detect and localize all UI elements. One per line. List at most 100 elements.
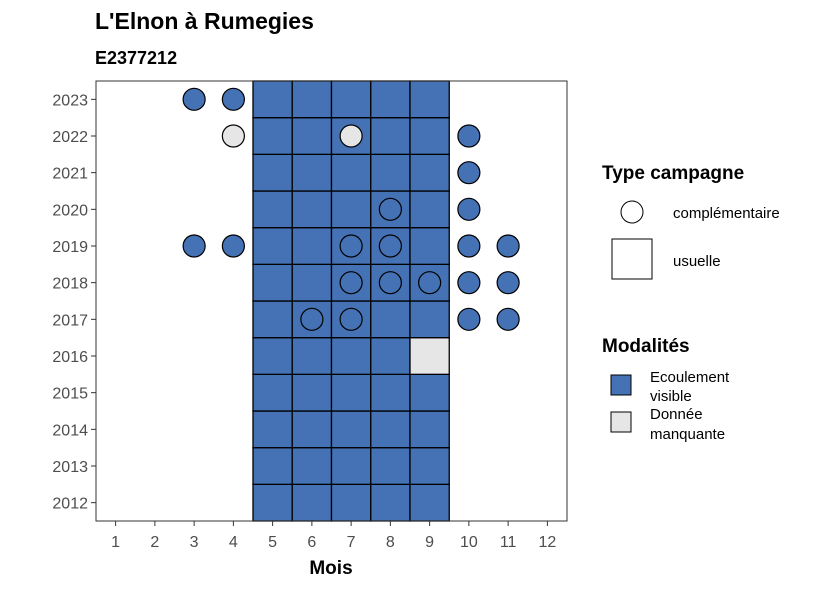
tile-2013-5-ecoulement-visible — [252, 447, 293, 485]
tile-2020-9-ecoulement-visible — [409, 190, 450, 229]
point-2017-11-ecoulement-visible — [496, 307, 520, 331]
x-tick-label-7: 7 — [347, 534, 356, 551]
tile-2020-7-ecoulement-visible — [330, 190, 372, 229]
legend-key-donnee-manquante — [610, 411, 632, 433]
tile-2018-6-ecoulement-visible — [291, 263, 333, 302]
point-2018-10-ecoulement-visible — [457, 271, 481, 295]
tile-2014-6-ecoulement-visible — [291, 410, 333, 449]
x-axis: 1 2 3 4 5 6 7 8 9 10 11 12 — [111, 521, 556, 551]
tile-2021-8-ecoulement-visible — [370, 153, 411, 192]
legend-modalites: Modalités Ecoulement visible Donnée manq… — [602, 336, 730, 443]
tile-2021-9-ecoulement-visible — [409, 153, 450, 192]
tile-2021-7-ecoulement-visible — [330, 153, 372, 192]
x-tick-label-11: 11 — [500, 534, 517, 551]
tile-2020-5-ecoulement-visible — [252, 190, 293, 229]
point-2019-11-ecoulement-visible — [496, 234, 520, 258]
legend-label-donnee-line2: manquante — [650, 426, 725, 443]
tile-2021-5-ecoulement-visible — [252, 153, 293, 192]
tile-2022-8-ecoulement-visible — [370, 117, 411, 155]
tile-2023-7-ecoulement-visible — [330, 80, 372, 119]
tile-2019-6-ecoulement-visible — [291, 227, 333, 265]
point-2019-4-ecoulement-visible — [221, 234, 245, 258]
y-tick-label-2016: 2016 — [52, 349, 88, 366]
x-tick-label-8: 8 — [386, 534, 395, 551]
tile-2022-9-ecoulement-visible — [409, 117, 450, 155]
y-tick-label-2015: 2015 — [52, 386, 88, 403]
tile-2012-6-ecoulement-visible — [291, 483, 333, 522]
tile-2013-8-ecoulement-visible — [370, 447, 411, 485]
y-tick-label-2022: 2022 — [52, 129, 88, 146]
tile-2013-9-ecoulement-visible — [409, 447, 450, 485]
x-axis-title: Mois — [309, 558, 352, 579]
legend-key-ecoulement-visible — [610, 374, 632, 396]
point-2018-8-ecoulement-visible — [378, 271, 402, 295]
y-tick-label-2013: 2013 — [52, 459, 88, 476]
point-2017-6-ecoulement-visible — [300, 307, 324, 331]
tile-2022-5-ecoulement-visible — [252, 117, 293, 155]
legend-type-circle-key — [620, 200, 644, 224]
point-2018-7-ecoulement-visible — [339, 271, 363, 295]
tile-2014-8-ecoulement-visible — [370, 410, 411, 449]
points-layer — [182, 87, 520, 331]
tile-2015-5-ecoulement-visible — [252, 373, 293, 412]
y-tick-label-2021: 2021 — [52, 166, 88, 183]
legend-type-title: Type campagne — [602, 163, 744, 184]
tile-2019-5-ecoulement-visible — [252, 227, 293, 265]
point-2017-7-ecoulement-visible — [339, 307, 363, 331]
tile-2013-7-ecoulement-visible — [330, 447, 372, 485]
legend-type-campagne: Type campagne complémentaire usuelle — [602, 163, 780, 280]
point-2022-7-donnee-manquante — [339, 124, 363, 148]
tile-2023-5-ecoulement-visible — [252, 80, 293, 119]
tile-2022-6-ecoulement-visible — [291, 117, 333, 155]
point-2020-8-ecoulement-visible — [378, 197, 402, 221]
x-tick-label-12: 12 — [538, 534, 556, 551]
tile-2016-5-ecoulement-visible — [252, 337, 293, 375]
tile-2013-6-ecoulement-visible — [291, 447, 333, 485]
tile-2015-7-ecoulement-visible — [330, 373, 372, 412]
point-2019-8-ecoulement-visible — [378, 234, 402, 258]
tile-2014-7-ecoulement-visible — [330, 410, 372, 449]
tile-2016-9-donnee-manquante — [409, 337, 450, 375]
y-tick-label-2018: 2018 — [52, 276, 88, 293]
tile-2017-5-ecoulement-visible — [252, 300, 293, 339]
tile-2018-5-ecoulement-visible — [252, 263, 293, 302]
tile-2016-8-ecoulement-visible — [370, 337, 411, 375]
chart-subtitle: E2377212 — [95, 48, 177, 68]
tile-2015-6-ecoulement-visible — [291, 373, 333, 412]
chart-title: L'Elnon à Rumegies — [95, 8, 314, 34]
point-2021-10-ecoulement-visible — [457, 161, 481, 185]
point-2018-9-ecoulement-visible — [418, 271, 442, 295]
legend-label-ecoulement-line2: visible — [650, 388, 692, 405]
x-tick-label-1: 1 — [111, 534, 120, 551]
legend-label-donnee-line1: Donnée — [650, 406, 703, 423]
tile-2023-6-ecoulement-visible — [291, 80, 333, 119]
x-tick-label-6: 6 — [307, 534, 316, 551]
x-tick-label-4: 4 — [229, 534, 238, 551]
point-2023-3-ecoulement-visible — [182, 87, 206, 111]
point-2023-4-ecoulement-visible — [221, 87, 245, 111]
tile-2021-6-ecoulement-visible — [291, 153, 333, 192]
tile-2015-8-ecoulement-visible — [370, 373, 411, 412]
y-tick-label-2014: 2014 — [52, 422, 88, 439]
tile-2014-9-ecoulement-visible — [409, 410, 450, 449]
legend-label-ecoulement-line1: Ecoulement — [650, 369, 730, 386]
tile-2018-9-ecoulement-visible — [409, 263, 450, 302]
point-2019-3-ecoulement-visible — [182, 234, 206, 258]
tile-2016-7-ecoulement-visible — [330, 337, 372, 375]
point-2019-10-ecoulement-visible — [457, 234, 481, 258]
tile-2023-9-ecoulement-visible — [409, 80, 450, 119]
y-tick-label-2017: 2017 — [52, 312, 88, 329]
point-2017-10-ecoulement-visible — [457, 307, 481, 331]
x-tick-label-10: 10 — [460, 534, 478, 551]
tile-2014-5-ecoulement-visible — [252, 410, 293, 449]
y-tick-label-2020: 2020 — [52, 202, 88, 219]
x-tick-label-2: 2 — [150, 534, 159, 551]
point-2022-4-donnee-manquante — [221, 124, 245, 148]
tile-2020-6-ecoulement-visible — [291, 190, 333, 229]
legend-type-label-usuelle: usuelle — [673, 253, 721, 270]
y-tick-label-2012: 2012 — [52, 496, 88, 513]
point-2022-10-ecoulement-visible — [457, 124, 481, 148]
point-2020-10-ecoulement-visible — [457, 197, 481, 221]
tile-2015-9-ecoulement-visible — [409, 373, 450, 412]
